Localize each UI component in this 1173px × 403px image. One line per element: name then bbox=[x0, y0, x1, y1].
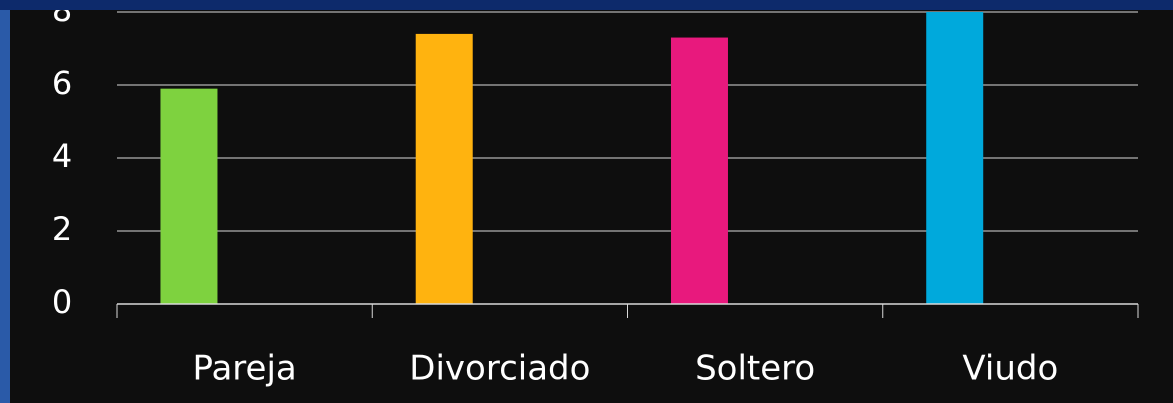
x-tick-label: Pareja bbox=[193, 349, 297, 389]
x-tick-label: Soltero bbox=[695, 349, 815, 389]
x-tick-label: Divorciado bbox=[409, 349, 590, 389]
y-tick-label: 2 bbox=[52, 210, 72, 248]
x-tick-label: Viudo bbox=[962, 349, 1058, 389]
bar bbox=[926, 12, 984, 304]
bar bbox=[415, 33, 473, 305]
y-tick-label: 6 bbox=[52, 64, 72, 102]
y-tick-label: 0 bbox=[52, 283, 72, 321]
bar bbox=[670, 37, 728, 305]
top-band bbox=[0, 0, 1173, 10]
y-tick-label: 4 bbox=[52, 137, 72, 175]
bar bbox=[160, 88, 218, 305]
